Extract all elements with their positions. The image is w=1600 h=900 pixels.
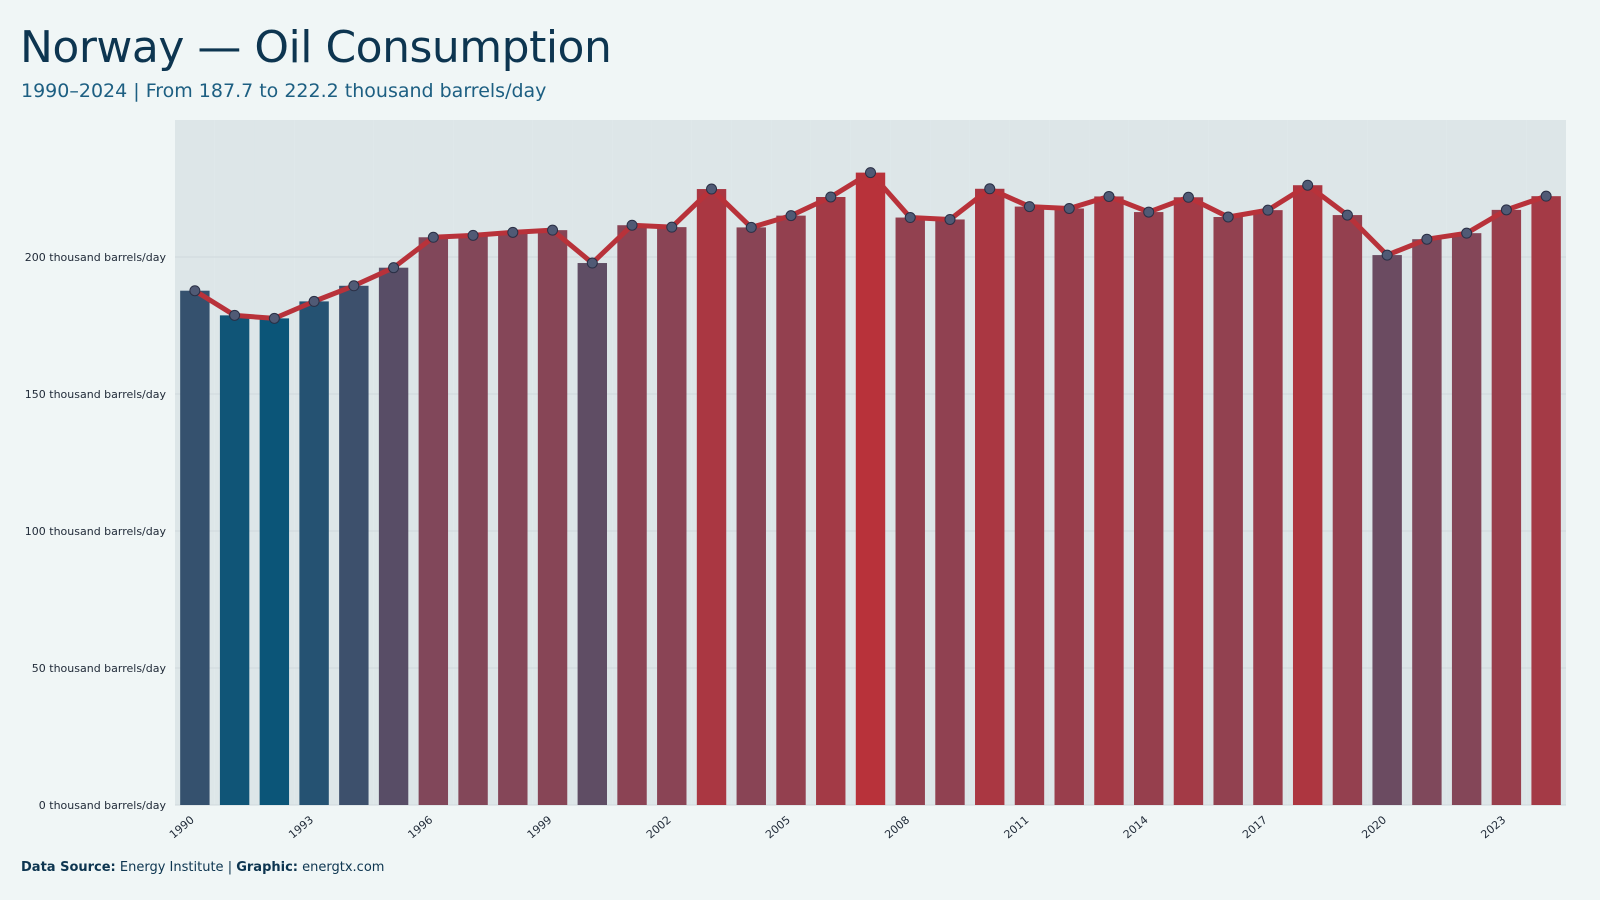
y-tick-label: 100 thousand barrels/day xyxy=(25,525,167,538)
point-1990 xyxy=(189,285,201,297)
bar-2010 xyxy=(975,188,1005,806)
point-2019 xyxy=(1341,209,1353,221)
point-2006 xyxy=(825,191,837,203)
bar-2009 xyxy=(935,219,965,805)
bar-2003 xyxy=(696,189,727,806)
bar-1996 xyxy=(418,237,449,806)
x-tick-label: 2020 xyxy=(1359,813,1389,841)
source-label: Data Source: xyxy=(21,860,116,875)
point-1995 xyxy=(388,262,400,274)
point-1996 xyxy=(427,231,439,243)
bar-2017 xyxy=(1253,210,1283,805)
x-tick-label: 2002 xyxy=(644,813,674,841)
point-2023 xyxy=(1500,204,1512,216)
point-2009 xyxy=(944,213,956,225)
bar-2023 xyxy=(1491,209,1522,805)
point-2015 xyxy=(1182,191,1194,203)
point-2002 xyxy=(666,221,678,233)
bar-1993 xyxy=(299,301,329,805)
point-1991 xyxy=(229,309,241,321)
x-tick-label: 2017 xyxy=(1240,813,1270,841)
point-2024 xyxy=(1540,190,1552,202)
point-1999 xyxy=(547,224,559,236)
point-2014 xyxy=(1143,206,1155,218)
point-1993 xyxy=(308,295,320,307)
point-2016 xyxy=(1222,211,1234,223)
point-2003 xyxy=(706,183,718,195)
bar-1999 xyxy=(537,230,568,805)
point-1997 xyxy=(467,229,479,241)
chart-title: Norway — Oil Consumption xyxy=(20,22,612,73)
point-2012 xyxy=(1063,203,1075,215)
chart-subtitle: 1990–2024 | From 187.7 to 222.2 thousand… xyxy=(21,80,547,102)
x-tick-label: 2014 xyxy=(1121,813,1151,841)
point-2004 xyxy=(745,221,757,233)
bar-1998 xyxy=(498,232,528,806)
footer-separator: | xyxy=(227,860,233,875)
x-tick-label: 1999 xyxy=(525,813,555,841)
point-2018 xyxy=(1302,179,1314,191)
x-tick-label: 2005 xyxy=(763,813,793,841)
y-tick-label: 50 thousand barrels/day xyxy=(32,662,167,675)
x-tick-label: 1993 xyxy=(286,813,316,841)
bar-2007 xyxy=(855,172,886,805)
bar-2008 xyxy=(895,217,925,805)
bar-2024 xyxy=(1531,196,1561,805)
bar-1997 xyxy=(458,235,488,805)
point-2008 xyxy=(904,212,916,224)
bar-1992 xyxy=(259,318,290,805)
x-tick-label: 2011 xyxy=(1002,813,1032,841)
point-2001 xyxy=(626,219,638,231)
point-2007 xyxy=(865,167,876,179)
graphic-label: Graphic: xyxy=(236,860,298,875)
point-1992 xyxy=(268,312,280,324)
point-2000 xyxy=(586,257,598,269)
y-tick-label: 0 thousand barrels/day xyxy=(39,799,167,812)
bar-2000 xyxy=(577,263,608,805)
bar-2021 xyxy=(1412,239,1442,805)
point-1998 xyxy=(507,226,519,238)
y-tick-label: 200 thousand barrels/day xyxy=(25,251,167,264)
bar-2016 xyxy=(1213,216,1243,806)
bar-2013 xyxy=(1094,196,1124,806)
bar-1991 xyxy=(219,315,250,805)
bar-2004 xyxy=(736,227,766,805)
bar-2005 xyxy=(776,215,806,806)
point-2022 xyxy=(1461,227,1473,239)
point-2013 xyxy=(1103,190,1115,202)
bar-2020 xyxy=(1372,255,1402,805)
bar-2022 xyxy=(1451,233,1482,806)
point-2011 xyxy=(1023,201,1035,213)
bar-2018 xyxy=(1292,185,1323,805)
point-2021 xyxy=(1421,233,1433,245)
x-tick-label: 1990 xyxy=(167,813,197,841)
y-tick-label: 150 thousand barrels/day xyxy=(25,388,167,401)
bar-2019 xyxy=(1332,215,1363,805)
x-tick-label: 2008 xyxy=(882,813,912,841)
bar-2006 xyxy=(816,196,846,805)
graphic-value: energtx.com xyxy=(302,860,385,875)
bar-1995 xyxy=(378,267,409,805)
x-tick-label: 2023 xyxy=(1479,813,1509,841)
point-1994 xyxy=(348,280,360,292)
bar-2011 xyxy=(1014,206,1045,806)
source-value: Energy Institute xyxy=(119,860,224,875)
bar-2015 xyxy=(1173,197,1204,805)
bar-2014 xyxy=(1133,212,1164,806)
x-tick-label: 1996 xyxy=(405,813,435,841)
bar-2012 xyxy=(1054,208,1084,805)
point-2005 xyxy=(785,210,797,222)
point-2010 xyxy=(984,183,996,195)
footer-credits: Data Source: Energy Institute | Graphic:… xyxy=(21,860,384,875)
point-2017 xyxy=(1262,204,1274,216)
bar-1990 xyxy=(180,290,210,805)
bar-2002 xyxy=(657,227,687,805)
bar-2001 xyxy=(617,225,647,805)
point-2020 xyxy=(1381,249,1393,261)
bar-1994 xyxy=(339,285,369,805)
